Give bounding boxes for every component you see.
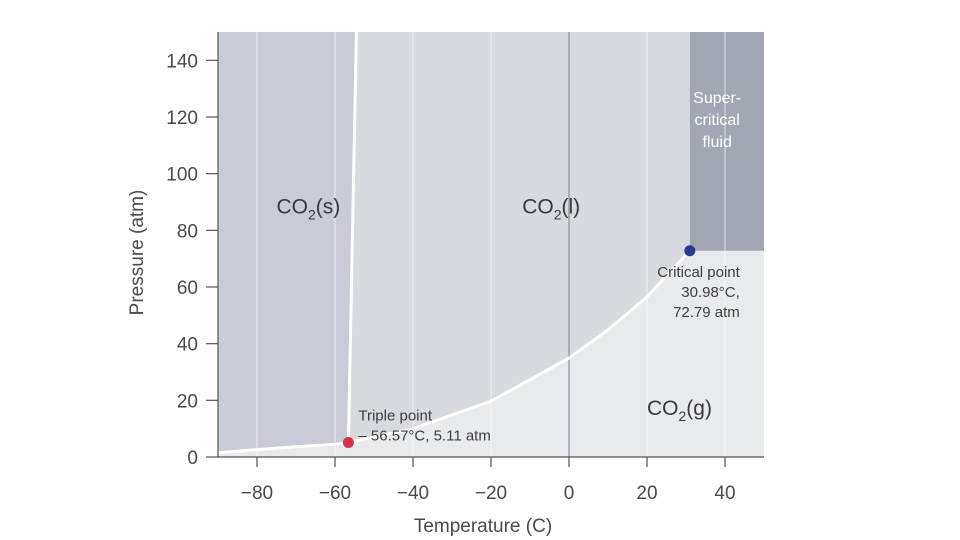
region-supercritical bbox=[689, 32, 764, 251]
critical-point-marker bbox=[684, 245, 696, 257]
y-tick-label: 20 bbox=[177, 391, 198, 412]
critical-point-label: Critical point 30.98°C, 72.79 atm bbox=[657, 264, 740, 321]
x-tick-label: −20 bbox=[475, 483, 507, 504]
region-liquid bbox=[348, 32, 690, 443]
phase-boundaries bbox=[217, 31, 691, 455]
sublimation-curve bbox=[217, 441, 349, 455]
x-axis-title: Temperature (C) bbox=[414, 516, 552, 537]
vaporization-curve bbox=[348, 249, 691, 444]
x-tick-label: 20 bbox=[636, 483, 657, 504]
y-tick-label: 140 bbox=[166, 51, 198, 72]
special-points: Triple point – 56.57°C, 5.11 atm Critical … bbox=[342, 245, 741, 449]
region-label-liquid: CO2(l) bbox=[522, 196, 580, 223]
region-labels: CO2(s) CO2(l) CO2(g) Super-critical fluid bbox=[277, 90, 742, 424]
y-tick-label: 40 bbox=[177, 335, 198, 356]
axes: 0 20 40 60 80 100 120 140 −80 −60 −40 −20 0 20 40 bbox=[166, 32, 764, 504]
region-label-solid: CO2(s) bbox=[277, 196, 341, 223]
x-tick-label: 40 bbox=[714, 483, 735, 504]
y-axis-title: Pressure (atm) bbox=[127, 190, 148, 316]
x-tick-label: −40 bbox=[397, 483, 429, 504]
x-tick-label: −80 bbox=[241, 483, 273, 504]
y-tick-label: 100 bbox=[166, 165, 198, 186]
y-tick-label: 80 bbox=[177, 221, 198, 242]
fusion-curve bbox=[346, 31, 358, 443]
y-tick-label: 120 bbox=[166, 108, 198, 129]
grid-lines bbox=[256, 32, 726, 457]
triple-point-marker bbox=[342, 437, 354, 449]
x-tick-label: 0 bbox=[564, 483, 575, 504]
region-label-gas: CO2(g) bbox=[647, 397, 712, 424]
region-label-supercritical: Super-critical fluid bbox=[693, 90, 741, 151]
triple-point-label: Triple point – 56.57°C, 5.11 atm bbox=[358, 408, 490, 445]
y-tick-label: 60 bbox=[177, 278, 198, 299]
y-tick-label: 0 bbox=[187, 448, 198, 469]
region-solid bbox=[218, 32, 357, 453]
x-tick-label: −60 bbox=[319, 483, 351, 504]
